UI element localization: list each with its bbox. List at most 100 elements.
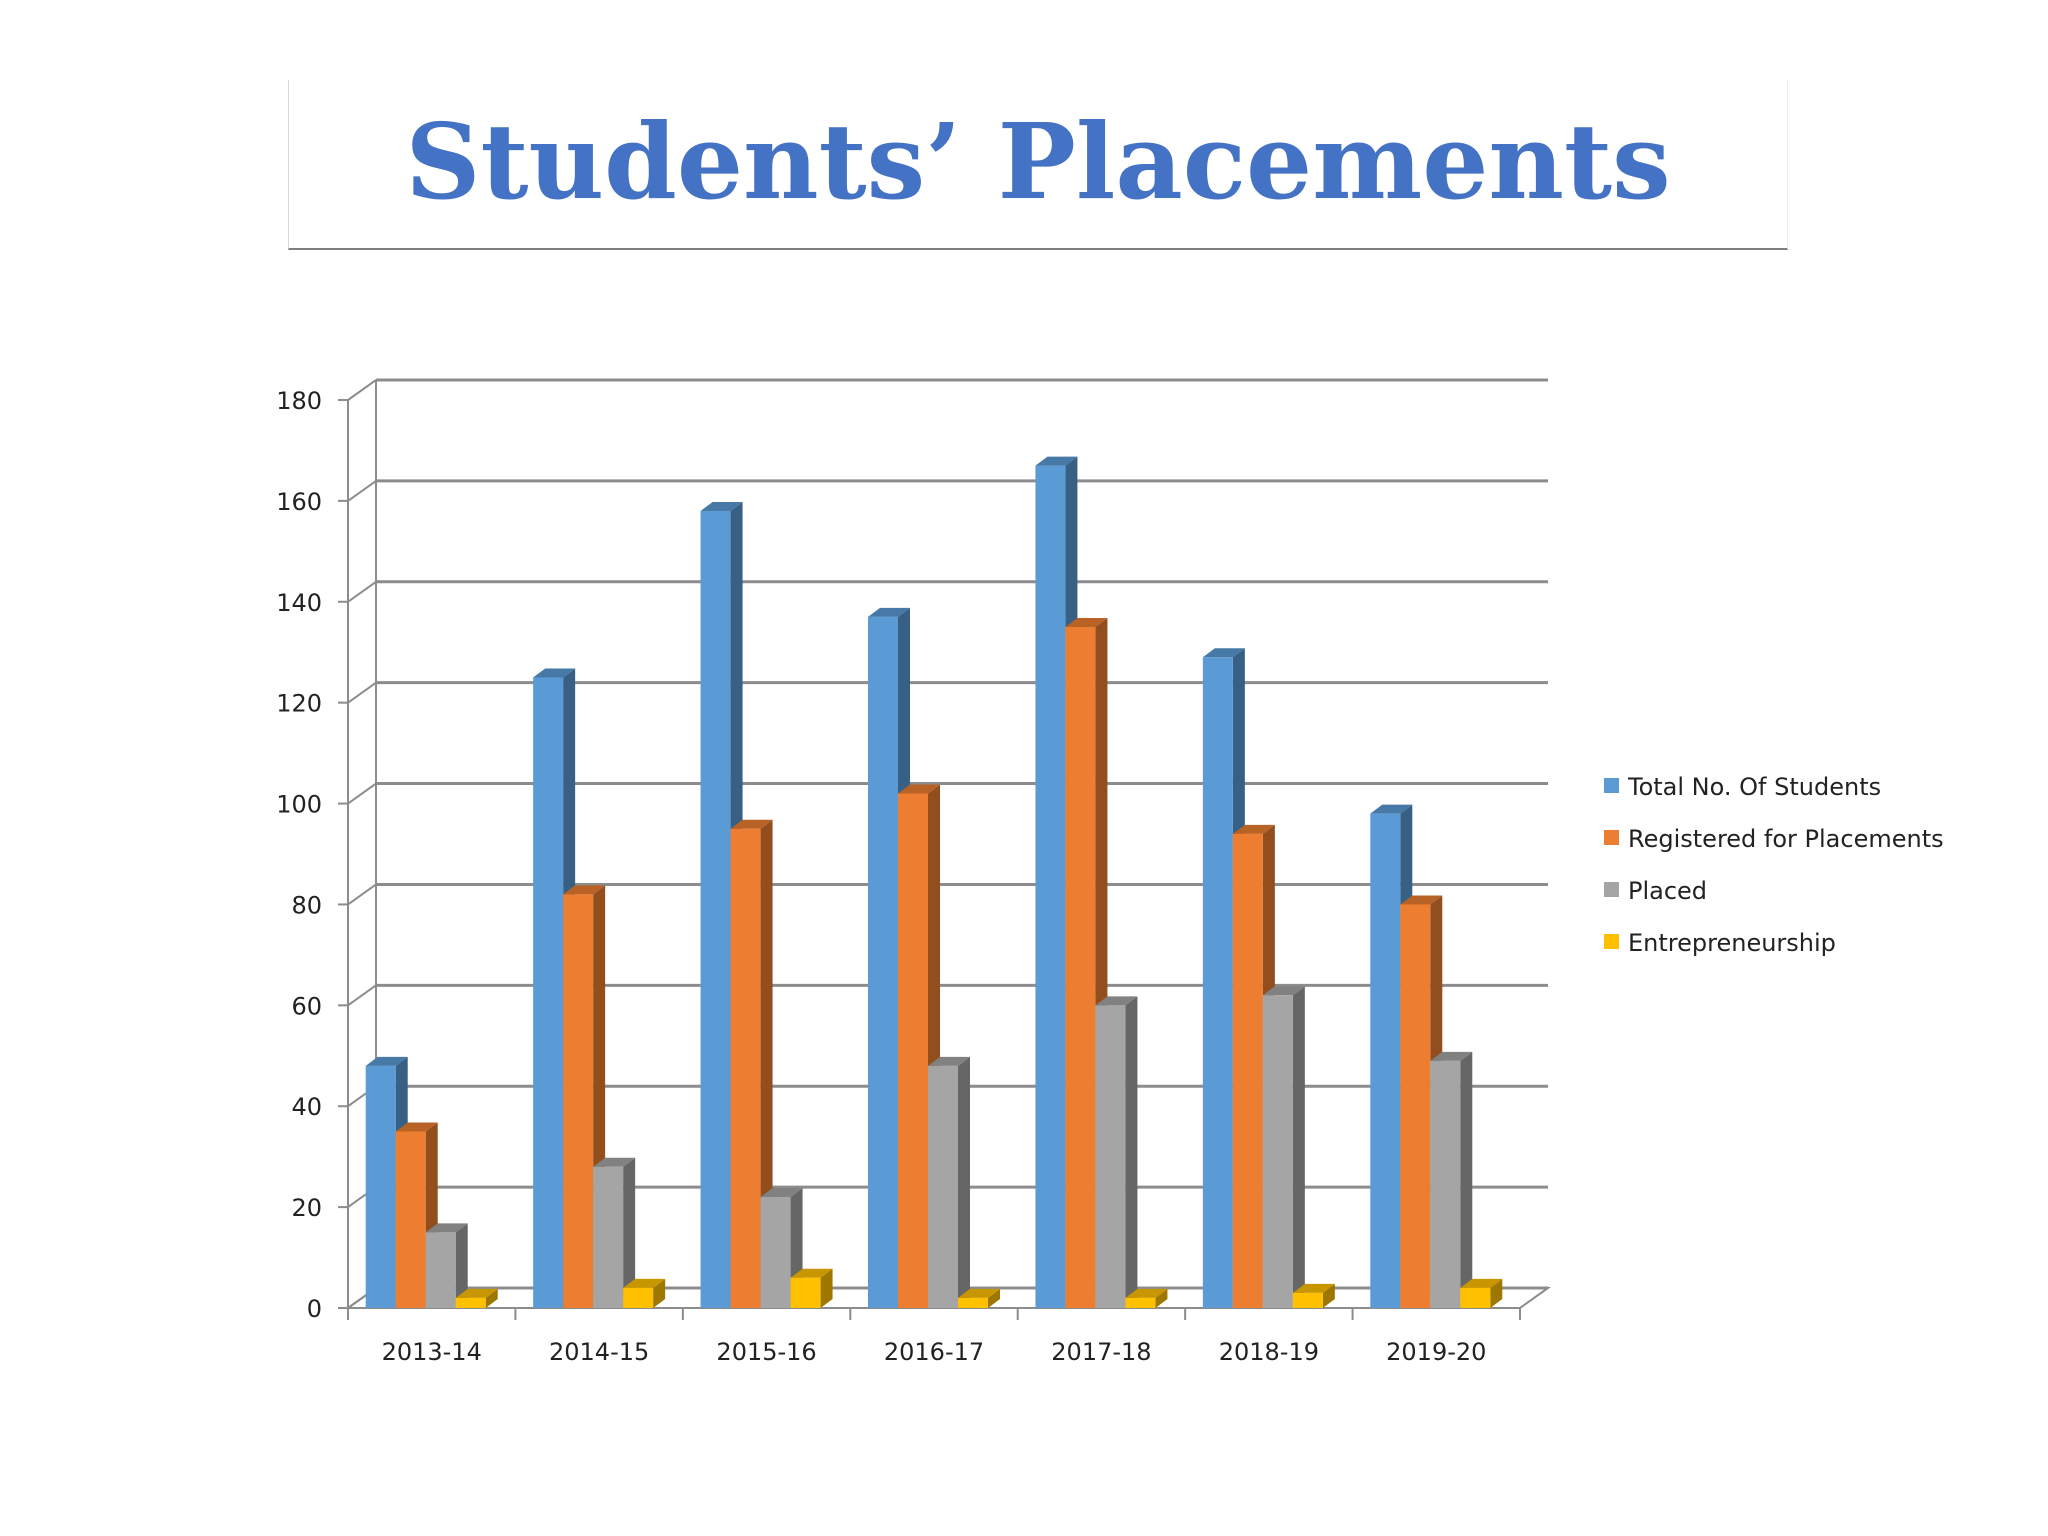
- bar: [1202, 657, 1233, 1308]
- legend-swatch: [1604, 934, 1619, 949]
- y-tick-label: 100: [276, 791, 322, 819]
- bar-top: [623, 1278, 666, 1288]
- bar: [1095, 1005, 1126, 1308]
- bar: [425, 1232, 456, 1308]
- legend-label: Entrepreneurship: [1628, 929, 1836, 957]
- x-tick-label: 2015-16: [716, 1338, 816, 1366]
- bar: [1065, 627, 1096, 1308]
- bar-side: [455, 1223, 468, 1308]
- y-tick-label: 0: [307, 1295, 322, 1323]
- y-tick-label: 60: [291, 992, 322, 1020]
- bar-top: [425, 1223, 468, 1233]
- bar: [593, 1166, 624, 1308]
- bar: [365, 1065, 396, 1308]
- slide-title: Students’ Placements: [405, 100, 1671, 223]
- bar-top: [1400, 895, 1443, 905]
- bar-side: [1490, 1278, 1503, 1308]
- bar: [868, 616, 898, 1308]
- bar-side: [653, 1278, 666, 1308]
- bar: [1125, 1297, 1156, 1308]
- y-tick-label: 20: [291, 1194, 322, 1222]
- bar-side: [1155, 1288, 1168, 1308]
- bar: [1292, 1292, 1323, 1308]
- x-tick-label: 2016-17: [884, 1338, 984, 1366]
- bar-top: [928, 1056, 970, 1066]
- y-tick-label: 80: [291, 891, 322, 919]
- bar-side: [1125, 996, 1138, 1308]
- bar: [730, 828, 761, 1308]
- bar-top: [455, 1288, 498, 1298]
- bar: [563, 894, 594, 1308]
- gridline-depth: [347, 782, 377, 805]
- bar-top: [1292, 1283, 1335, 1293]
- y-tick-label: 180: [276, 387, 322, 415]
- gridline-depth: [347, 883, 377, 906]
- legend-label: Registered for Placements: [1628, 825, 1944, 853]
- x-tick-label: 2018-19: [1219, 1338, 1319, 1366]
- bar: [1400, 904, 1431, 1308]
- bar-top: [1430, 1051, 1473, 1061]
- bar: [898, 793, 928, 1308]
- bar-top: [1035, 456, 1078, 466]
- legend-label: Total No. Of Students: [1627, 773, 1881, 801]
- gridline-depth: [347, 580, 377, 603]
- bar: [1035, 465, 1066, 1309]
- bar: [1430, 1060, 1461, 1308]
- bar-top: [1202, 648, 1245, 658]
- bar-top: [1125, 1288, 1168, 1298]
- bar-top: [593, 1157, 636, 1167]
- bar-side: [1292, 986, 1305, 1308]
- title-box: Students’ Placements: [288, 80, 1788, 250]
- bar-top: [700, 501, 743, 511]
- bar-side: [485, 1288, 498, 1308]
- bar: [958, 1297, 988, 1308]
- bar: [455, 1297, 486, 1308]
- legend-swatch: [1604, 830, 1619, 845]
- legend-swatch: [1604, 882, 1619, 897]
- bar-side: [988, 1288, 1000, 1308]
- y-tick-label: 120: [276, 690, 322, 718]
- bar-top: [730, 819, 773, 829]
- bar-top: [1232, 824, 1275, 834]
- bar-top: [1262, 986, 1305, 996]
- bar: [1262, 995, 1293, 1308]
- y-tick-label: 160: [276, 488, 322, 516]
- bar-top: [533, 668, 576, 678]
- bar-top: [790, 1268, 833, 1278]
- bar: [623, 1287, 654, 1308]
- gridline-depth: [347, 984, 377, 1007]
- x-tick-label: 2013-14: [382, 1338, 482, 1366]
- bar: [928, 1065, 958, 1308]
- bar-top: [395, 1122, 438, 1132]
- bar-side: [1322, 1283, 1335, 1308]
- bar-top: [760, 1188, 803, 1198]
- bar-side: [623, 1157, 636, 1308]
- bar: [1370, 813, 1401, 1308]
- bar: [1232, 833, 1263, 1308]
- bar: [760, 1197, 791, 1308]
- x-tick-label: 2014-15: [549, 1338, 649, 1366]
- bar: [395, 1131, 426, 1308]
- bar-side: [820, 1268, 833, 1308]
- legend-label: Placed: [1628, 877, 1707, 905]
- bar-side: [958, 1056, 970, 1308]
- y-tick-label: 40: [291, 1093, 322, 1121]
- bar: [1460, 1287, 1491, 1308]
- bar-top: [868, 607, 910, 617]
- gridline-depth: [347, 480, 377, 502]
- gridline-depth: [347, 681, 377, 704]
- bar: [700, 510, 731, 1308]
- x-tick-label: 2017-18: [1051, 1338, 1151, 1366]
- bar: [790, 1277, 821, 1308]
- y-tick-label: 140: [276, 589, 322, 617]
- bar-side: [760, 819, 773, 1308]
- bar-top: [365, 1056, 408, 1066]
- x-tick-label: 2019-20: [1386, 1338, 1486, 1366]
- bar: [533, 677, 564, 1308]
- bar-top: [958, 1288, 1000, 1298]
- bar-top: [1460, 1278, 1503, 1288]
- bar-top: [1370, 804, 1413, 814]
- bar-top: [1095, 996, 1138, 1006]
